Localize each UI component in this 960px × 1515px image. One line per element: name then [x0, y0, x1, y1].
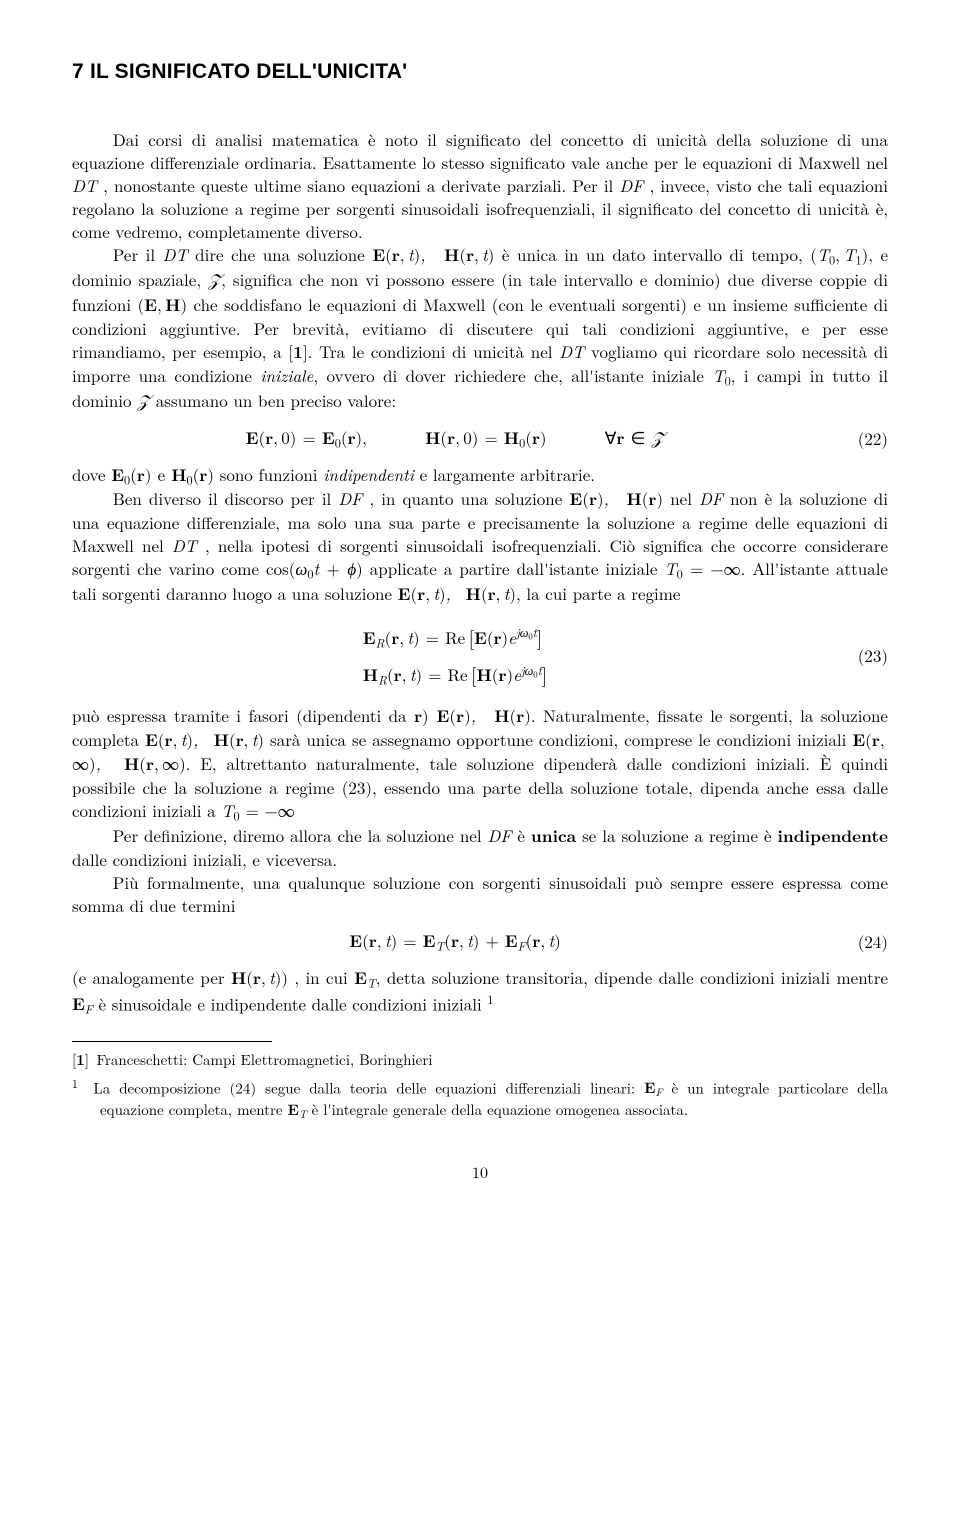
math-r-Er-Hr: r) E(r), H(r): [414, 703, 531, 727]
term-indipendenti: indipendenti: [323, 462, 414, 486]
math-Er-Hr: E(r), H(r): [569, 486, 663, 510]
sym-DT: DT: [559, 339, 584, 363]
text: (e analogamente per: [72, 965, 231, 989]
sym-DT: DT: [163, 242, 188, 266]
text: nel: [663, 486, 699, 510]
sym-DT: DT: [172, 533, 197, 557]
section-title-text: IL SIGNIFICATO DELL'UNICITA': [90, 60, 407, 83]
text: ]. Tra le condizioni di unicità nel: [303, 339, 559, 363]
math-coswt: cos(ω0t + ϕ): [266, 556, 363, 580]
section-heading: 7 IL SIGNIFICATO DELL'UNICITA': [72, 58, 888, 86]
math-Hrt: H(r, t): [231, 965, 281, 989]
math-Ert-Hrt: E(r, t), H(r, t): [145, 727, 264, 751]
sym-EF: EF: [644, 1077, 662, 1098]
text: Per definizione, diremo allora che la so…: [113, 823, 488, 847]
reference-1: [1] Franceschetti: Campi Elettromagnetic…: [100, 1050, 888, 1070]
text: sono funzioni: [214, 462, 323, 486]
math-Ert-Hrt: E(r, t), H(r, t): [398, 581, 516, 605]
math-EH-pair: (E, H): [138, 292, 188, 316]
text: . E, altrettanto naturalmente, tale solu…: [72, 751, 888, 822]
term-indipendente: indipendente: [778, 824, 889, 848]
text: dove: [72, 462, 111, 486]
text: Ben diverso il discorso per il: [113, 486, 339, 510]
footnote-rule: [72, 1041, 272, 1042]
sym-DF: DF: [488, 823, 512, 847]
text: Franceschetti: Campi Elettromagnetici, B…: [96, 1049, 432, 1070]
paragraph-3: dove E0(r) e H0(r) sono funzioni indipen…: [72, 463, 888, 488]
equation-22-number: (22): [838, 427, 888, 450]
text: dalle condizioni iniziali, e viceversa.: [72, 847, 337, 871]
equation-24: E(r, t) = ET(r, t) + EF(r, t) (24): [72, 929, 888, 954]
equation-23-number: (23): [838, 644, 888, 667]
text: è: [511, 823, 530, 847]
math-T0-minf2: T0 = −∞: [221, 798, 295, 822]
paragraph-4: Ben diverso il discorso per il DF , in q…: [72, 487, 888, 606]
term-unica: unica: [531, 824, 576, 848]
text: , detta soluzione transitoria, dipende d…: [376, 965, 888, 989]
section-number: 7: [72, 60, 84, 83]
ref-one: 1: [293, 340, 303, 364]
text: Dai corsi di analisi matematica è noto i…: [72, 127, 888, 174]
footnote-1: 1 La decomposizione (24) segue dalla teo…: [100, 1077, 888, 1123]
text: , in quanto una soluzione: [362, 486, 569, 510]
text: , nonostante queste ultime siano equazio…: [97, 173, 619, 197]
equation-22-body: E(r, 0) = E0(r), H(r, 0) = H0(r) ∀r ∈ 𝒵: [72, 426, 838, 451]
text: e largamente arbitrarie.: [414, 462, 595, 486]
paragraph-7: Più formalmente, una qualunque soluzione…: [72, 871, 888, 917]
sym-ET: ET: [354, 965, 376, 989]
text: può espressa tramite i fasori (dipendent…: [72, 703, 414, 727]
sym-DF: DF: [699, 486, 723, 510]
text: è sinusoidale e indipendente dalle condi…: [93, 991, 488, 1015]
sym-DF: DF: [338, 486, 362, 510]
page-number: 10: [72, 1161, 888, 1183]
sym-DF: DF: [619, 173, 643, 197]
text: Per il: [113, 242, 163, 266]
text: ) , in cui: [281, 965, 354, 989]
math-T0T1: (T0, T1): [810, 242, 868, 266]
text: se la soluzione a regime è: [576, 823, 777, 847]
footnote-marker-1: 1: [487, 990, 493, 1008]
text: applicate a partire dall'istante inizial…: [363, 556, 665, 580]
text: dire che una soluzione: [188, 242, 373, 266]
equation-24-body: E(r, t) = ET(r, t) + EF(r, t): [72, 929, 838, 954]
math-T0-minf: T0 = −∞: [664, 556, 740, 580]
paragraph-2: Per il DT dire che una soluzione E(r, t)…: [72, 243, 888, 414]
sym-DT: DT: [72, 173, 97, 197]
text: è l'integrale generale della equazione o…: [307, 1099, 688, 1120]
equation-22: E(r, 0) = E0(r), H(r, 0) = H0(r) ∀r ∈ 𝒵 …: [72, 426, 888, 451]
math-E0-H0: E0(r) e H0(r): [111, 462, 214, 486]
equation-23: ER(r, t) = Re [E(r)ejω0t] HR(r, t) = Re …: [72, 618, 888, 692]
sym-Z: 𝒵: [137, 392, 150, 411]
text: sarà unica se assegnamo opportune condiz…: [264, 727, 852, 751]
sym-EF: EF: [72, 991, 93, 1015]
text: assumano un ben preciso valore:: [150, 388, 396, 412]
paragraph-6: Per definizione, diremo allora che la so…: [72, 824, 888, 871]
ref-one: 1: [76, 1049, 85, 1070]
equation-24-number: (24): [838, 930, 888, 953]
sym-Z: 𝒵: [208, 271, 221, 290]
text: , ovvero di dover richiedere che, all'is…: [313, 363, 712, 387]
paragraph-5: può espressa tramite i fasori (dipendent…: [72, 704, 888, 824]
text: , la cui parte a regime: [516, 581, 680, 605]
text: è unica in un dato intervallo di tempo,: [494, 242, 810, 266]
footnote-number: 1: [72, 1076, 78, 1092]
math-E-H-rt: E(r, t), H(r, t): [372, 242, 494, 266]
equation-23-body: ER(r, t) = Re [E(r)ejω0t] HR(r, t) = Re …: [72, 618, 838, 692]
sym-T0: T0: [712, 363, 730, 387]
term-iniziale: iniziale: [260, 363, 313, 387]
text: La decomposizione (24) segue dalla teori…: [93, 1077, 644, 1098]
sym-ET: ET: [288, 1099, 307, 1120]
paragraph-8: (e analogamente per H(r, t)) , in cui ET…: [72, 966, 888, 1018]
paragraph-1: Dai corsi di analisi matematica è noto i…: [72, 128, 888, 243]
